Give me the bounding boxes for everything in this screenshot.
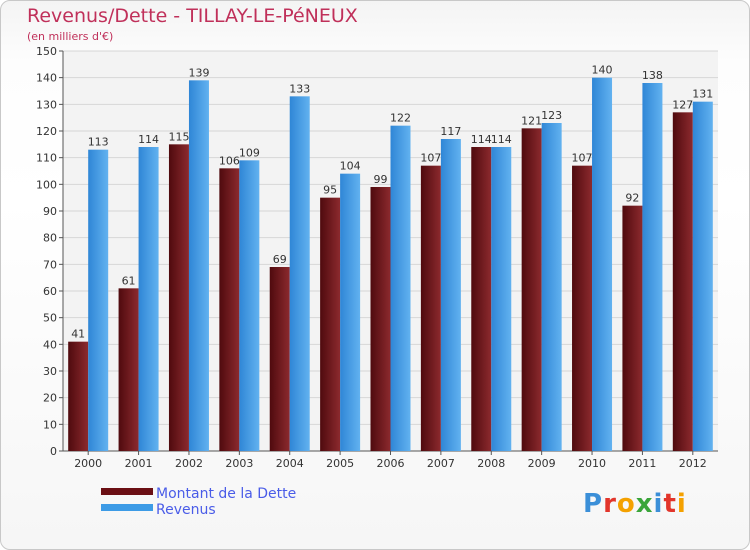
bar-revenus — [491, 147, 512, 451]
logo-letter: t — [663, 489, 677, 519]
data-label-dette: 115 — [168, 130, 189, 143]
bar-dette — [168, 144, 189, 452]
data-label-revenus: 138 — [642, 69, 663, 82]
data-label-dette: 99 — [374, 173, 388, 186]
y-tick-label: 110 — [36, 152, 57, 165]
y-tick-label: 140 — [36, 72, 57, 85]
x-tick-label: 2006 — [377, 457, 405, 470]
bar-dette — [622, 205, 643, 451]
x-tick-label: 2000 — [74, 457, 102, 470]
bar-chart: 0 10 20 30 40 50 60 70 80 90 100 110 120 130 140 150 41 1… — [36, 45, 718, 470]
bar-dette — [320, 197, 341, 451]
x-tick-label: 2007 — [427, 457, 455, 470]
data-label-revenus: 140 — [592, 64, 613, 77]
chart-subtitle: (en milliers d'€) — [27, 30, 114, 43]
bar-revenus — [440, 139, 461, 451]
data-label-dette: 92 — [625, 192, 639, 205]
bar-revenus — [138, 147, 159, 451]
y-tick-label: 50 — [43, 312, 57, 325]
logo-letter: i — [653, 489, 664, 519]
chart-title: Revenus/Dette - TILLAY-LE-PéNEUX — [27, 5, 358, 27]
legend-label-revenus: Revenus — [156, 502, 216, 518]
bar-revenus — [88, 149, 109, 451]
data-label-dette: 95 — [323, 184, 337, 197]
bar-revenus — [188, 80, 209, 451]
bar-dette — [118, 288, 139, 451]
data-label-revenus: 104 — [340, 160, 361, 173]
x-tick-label: 2001 — [125, 457, 153, 470]
data-label-dette: 107 — [420, 152, 441, 165]
data-label-revenus: 114 — [138, 133, 159, 146]
x-tick-label: 2003 — [225, 457, 253, 470]
y-tick-label: 100 — [36, 178, 57, 191]
logo-letter: r — [603, 489, 617, 519]
bar-revenus — [692, 101, 713, 452]
bar-dette — [572, 165, 593, 451]
data-label-revenus: 109 — [239, 146, 260, 159]
data-label-revenus: 113 — [88, 136, 109, 149]
x-tick-label: 2010 — [578, 457, 606, 470]
y-tick-label: 20 — [43, 392, 57, 405]
data-label-revenus: 133 — [289, 82, 310, 95]
bar-dette — [672, 112, 693, 451]
x-tick-label: 2002 — [175, 457, 203, 470]
bar-dette — [68, 341, 89, 451]
bar-dette — [219, 168, 240, 452]
legend-swatch-dette — [101, 488, 153, 495]
data-label-revenus: 122 — [390, 112, 411, 125]
logo-letter: i — [676, 489, 687, 519]
x-tick-label: 2005 — [326, 457, 354, 470]
logo-letter: x — [635, 489, 654, 519]
bar-dette — [521, 128, 542, 451]
logo-letter: o — [616, 489, 636, 519]
y-tick-label: 30 — [43, 365, 57, 378]
bar-dette — [269, 267, 290, 451]
bar-revenus — [289, 96, 310, 451]
y-tick-label: 0 — [50, 445, 57, 458]
bar-revenus — [390, 125, 411, 452]
data-label-dette: 61 — [122, 274, 136, 287]
data-label-revenus: 117 — [440, 125, 461, 138]
y-tick-label: 120 — [36, 125, 57, 138]
x-tick-label: 2008 — [477, 457, 505, 470]
y-tick-label: 70 — [43, 258, 57, 271]
x-tick-label: 2009 — [528, 457, 556, 470]
data-label-revenus: 114 — [491, 133, 512, 146]
bar-revenus — [541, 123, 562, 451]
y-tick-label: 130 — [36, 98, 57, 111]
bar-dette — [420, 165, 441, 451]
y-tick-label: 60 — [43, 285, 57, 298]
data-label-dette: 107 — [572, 152, 593, 165]
data-label-dette: 106 — [219, 154, 240, 167]
x-tick-label: 2004 — [276, 457, 304, 470]
y-tick-label: 40 — [43, 338, 57, 351]
data-label-revenus: 123 — [541, 109, 562, 122]
data-label-dette: 114 — [471, 133, 492, 146]
y-tick-label: 80 — [43, 232, 57, 245]
bar-revenus — [592, 77, 613, 452]
bar-dette — [471, 147, 492, 451]
data-label-dette: 121 — [521, 114, 542, 127]
data-label-dette: 69 — [273, 253, 287, 266]
bar-revenus — [239, 160, 260, 452]
x-tick-label: 2012 — [679, 457, 707, 470]
proxiti-logo: Proxiti — [583, 489, 687, 519]
data-label-dette: 127 — [672, 98, 693, 111]
logo-letter: P — [583, 489, 604, 519]
legend-label-dette: Montant de la Dette — [156, 486, 297, 502]
bar-revenus — [340, 173, 361, 451]
y-tick-label: 90 — [43, 205, 57, 218]
x-tick-label: 2011 — [628, 457, 656, 470]
y-tick-label: 150 — [36, 45, 57, 58]
data-label-dette: 41 — [71, 328, 85, 341]
data-label-revenus: 131 — [692, 88, 713, 101]
y-tick-label: 10 — [43, 418, 57, 431]
legend-swatch-revenus — [101, 504, 153, 511]
bar-dette — [370, 187, 391, 451]
data-label-revenus: 139 — [188, 66, 209, 79]
bar-revenus — [642, 83, 663, 451]
